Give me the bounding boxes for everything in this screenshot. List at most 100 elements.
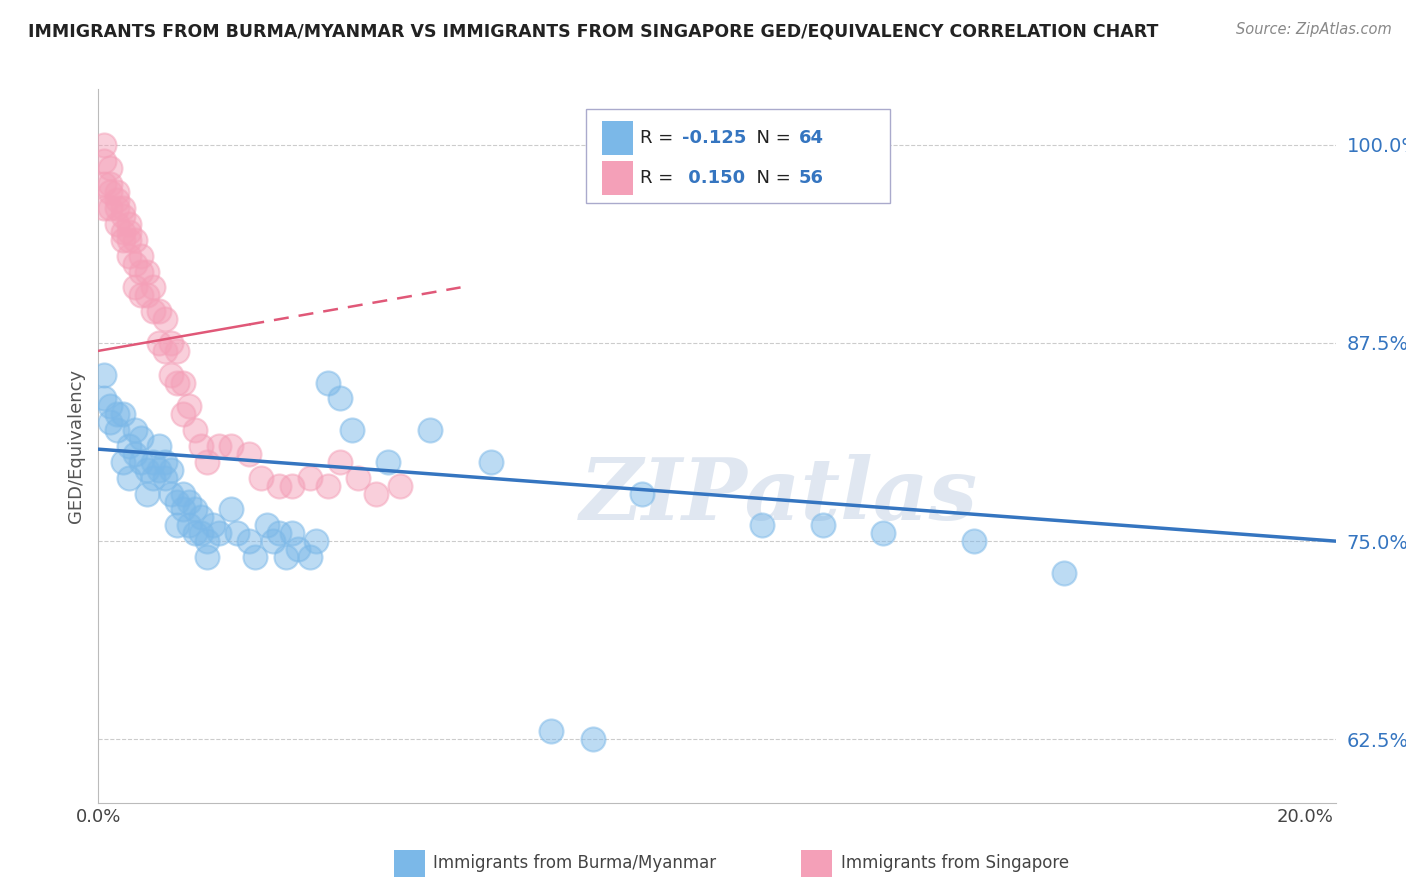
Point [274, 549, 297, 564]
Point [153, 312, 176, 326]
Point [93, 392, 115, 406]
Point [389, 478, 412, 492]
Point [124, 257, 146, 271]
Point [190, 510, 212, 524]
Point [100, 201, 122, 215]
Point [160, 368, 183, 382]
Point [124, 280, 146, 294]
Point [111, 225, 134, 239]
Point [195, 549, 218, 564]
Point [238, 534, 260, 549]
Point [377, 455, 399, 469]
Text: Immigrants from Burma/Myanmar: Immigrants from Burma/Myanmar [433, 855, 716, 872]
Point [479, 455, 502, 469]
Point [111, 455, 134, 469]
Point [305, 534, 328, 549]
Point [117, 217, 139, 231]
Point [129, 249, 152, 263]
Point [105, 186, 128, 200]
Point [105, 193, 128, 207]
Point [172, 502, 194, 516]
Point [124, 423, 146, 437]
Point [111, 407, 134, 421]
Text: ZIPatlas: ZIPatlas [579, 454, 979, 538]
Point [208, 439, 231, 453]
Point [184, 423, 207, 437]
Point [142, 471, 165, 485]
Point [148, 439, 170, 453]
Point [117, 233, 139, 247]
Point [245, 549, 267, 564]
Text: R =: R = [640, 169, 679, 187]
Point [1053, 566, 1076, 580]
Point [129, 288, 152, 302]
Point [872, 526, 894, 541]
Point [166, 376, 188, 390]
Point [184, 526, 207, 541]
Point [100, 186, 122, 200]
Point [124, 233, 146, 247]
Point [811, 518, 834, 533]
Point [153, 455, 176, 469]
Point [751, 518, 773, 533]
Point [195, 534, 218, 549]
Text: R =: R = [640, 129, 679, 147]
Point [160, 335, 183, 350]
Point [540, 724, 562, 739]
Text: Immigrants from Singapore: Immigrants from Singapore [841, 855, 1069, 872]
Point [166, 518, 188, 533]
Point [135, 486, 157, 500]
Point [160, 463, 183, 477]
Point [316, 478, 339, 492]
Text: IMMIGRANTS FROM BURMA/MYANMAR VS IMMIGRANTS FROM SINGAPORE GED/EQUIVALENCY CORRE: IMMIGRANTS FROM BURMA/MYANMAR VS IMMIGRA… [28, 22, 1159, 40]
Text: N =: N = [745, 129, 797, 147]
Point [135, 264, 157, 278]
Point [117, 249, 139, 263]
Point [93, 201, 115, 215]
Y-axis label: GED/Equivalency: GED/Equivalency [66, 369, 84, 523]
Point [93, 178, 115, 192]
Point [256, 518, 278, 533]
Point [100, 178, 122, 192]
Point [280, 478, 302, 492]
Point [124, 447, 146, 461]
Point [177, 518, 200, 533]
Point [111, 201, 134, 215]
Point [100, 415, 122, 429]
Point [129, 264, 152, 278]
Point [250, 471, 273, 485]
Point [219, 439, 242, 453]
Point [129, 455, 152, 469]
Point [329, 392, 352, 406]
Point [298, 549, 321, 564]
Point [105, 407, 128, 421]
Point [166, 343, 188, 358]
Point [135, 463, 157, 477]
Point [316, 376, 339, 390]
Point [172, 486, 194, 500]
Point [142, 280, 165, 294]
Point [190, 439, 212, 453]
Point [582, 732, 605, 747]
Point [117, 471, 139, 485]
Point [93, 137, 115, 152]
Point [117, 225, 139, 239]
Point [172, 376, 194, 390]
Point [280, 526, 302, 541]
Point [142, 304, 165, 318]
Point [419, 423, 441, 437]
Point [105, 217, 128, 231]
Point [148, 304, 170, 318]
Point [117, 439, 139, 453]
Point [105, 201, 128, 215]
Point [262, 534, 284, 549]
Point [298, 471, 321, 485]
Point [347, 471, 370, 485]
Text: 56: 56 [799, 169, 824, 187]
Point [111, 209, 134, 223]
Point [153, 343, 176, 358]
Point [160, 486, 183, 500]
Point [105, 423, 128, 437]
Text: 64: 64 [799, 129, 824, 147]
Point [219, 502, 242, 516]
